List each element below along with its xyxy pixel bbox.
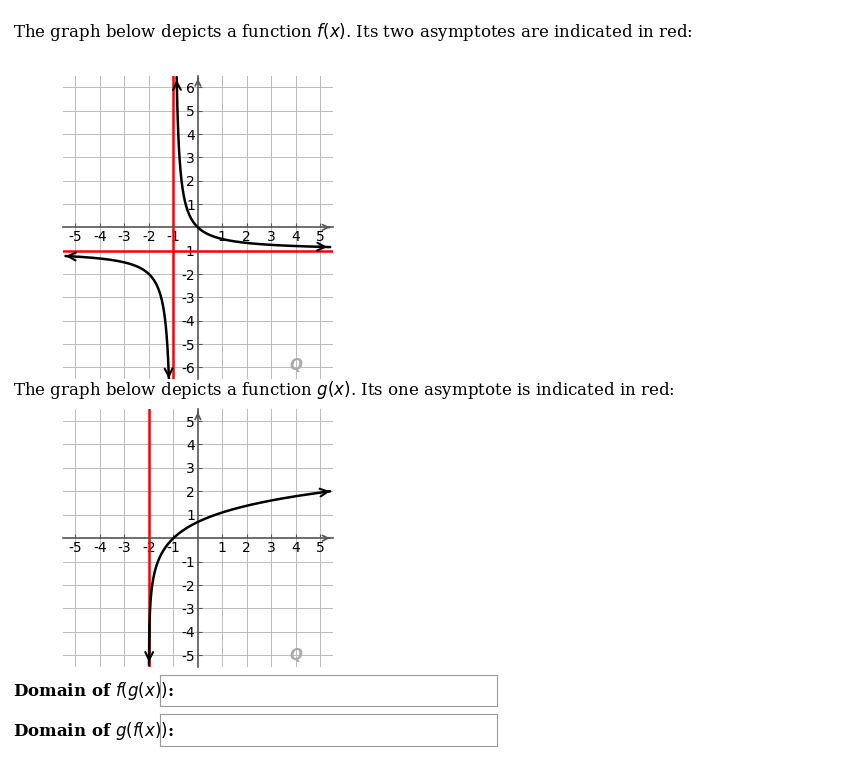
Text: Q: Q [290, 648, 303, 663]
Text: Domain of $f(g(x))$:: Domain of $f(g(x))$: [13, 680, 173, 703]
Text: Domain of $g(f(x))$:: Domain of $g(f(x))$: [13, 720, 173, 743]
Text: Q: Q [290, 358, 303, 373]
Text: The graph below depicts a function $g(x)$. Its one asymptote is indicated in red: The graph below depicts a function $g(x)… [13, 379, 674, 401]
Text: The graph below depicts a function $f(x)$. Its two asymptotes are indicated in r: The graph below depicts a function $f(x)… [13, 21, 692, 43]
